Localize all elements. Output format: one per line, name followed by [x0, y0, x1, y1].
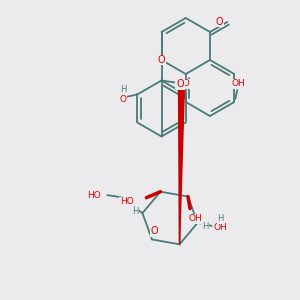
Text: OH: OH: [214, 224, 227, 232]
Text: OH: OH: [231, 80, 245, 88]
Polygon shape: [178, 82, 184, 244]
Text: H: H: [218, 214, 224, 224]
Text: H: H: [120, 85, 126, 94]
Text: O: O: [177, 80, 184, 89]
Text: OH: OH: [188, 214, 202, 223]
Text: O: O: [158, 55, 165, 65]
Text: H: H: [132, 207, 139, 216]
Text: O: O: [150, 226, 158, 236]
Text: O: O: [215, 17, 223, 27]
Text: H: H: [202, 222, 208, 231]
Text: HO: HO: [87, 190, 100, 200]
Text: O: O: [120, 95, 127, 104]
Text: HO: HO: [120, 197, 134, 206]
Text: HO: HO: [176, 80, 190, 88]
